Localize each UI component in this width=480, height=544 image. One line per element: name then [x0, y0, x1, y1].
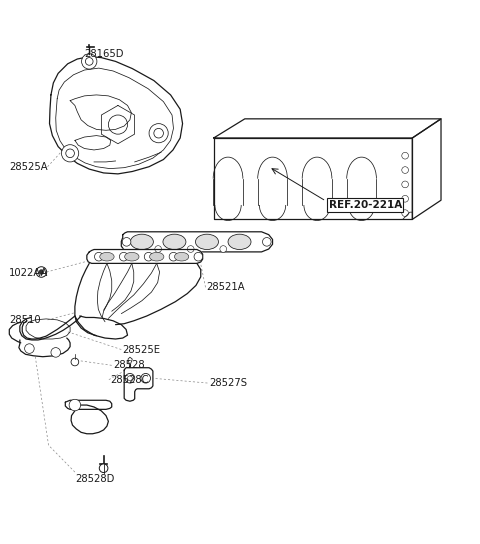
- Circle shape: [194, 252, 203, 261]
- Circle shape: [120, 252, 128, 261]
- Text: 28521A: 28521A: [206, 282, 245, 292]
- Polygon shape: [87, 250, 203, 263]
- Circle shape: [125, 374, 135, 383]
- Circle shape: [149, 123, 168, 143]
- Circle shape: [39, 270, 44, 274]
- Polygon shape: [75, 316, 128, 339]
- Circle shape: [141, 374, 151, 383]
- Circle shape: [220, 246, 227, 252]
- Text: 28510: 28510: [9, 315, 41, 325]
- Text: 28525E: 28525E: [123, 344, 161, 355]
- Circle shape: [24, 344, 34, 354]
- Text: 28528D: 28528D: [75, 474, 114, 484]
- Circle shape: [402, 181, 408, 188]
- Circle shape: [69, 399, 81, 411]
- Circle shape: [155, 246, 161, 252]
- Ellipse shape: [195, 234, 218, 250]
- Polygon shape: [121, 232, 273, 252]
- Polygon shape: [214, 138, 412, 219]
- Ellipse shape: [125, 252, 139, 261]
- Ellipse shape: [150, 252, 164, 261]
- Ellipse shape: [131, 234, 154, 250]
- Polygon shape: [101, 106, 134, 144]
- Circle shape: [169, 252, 178, 261]
- Circle shape: [82, 54, 97, 69]
- Circle shape: [402, 210, 408, 217]
- Polygon shape: [124, 368, 153, 401]
- Text: 28528C: 28528C: [110, 375, 148, 385]
- Polygon shape: [214, 119, 441, 138]
- Text: 28165D: 28165D: [84, 49, 124, 59]
- Circle shape: [187, 246, 194, 252]
- Circle shape: [71, 358, 79, 366]
- Text: 28528: 28528: [113, 360, 145, 370]
- Ellipse shape: [100, 252, 114, 261]
- Polygon shape: [71, 405, 108, 434]
- Ellipse shape: [174, 252, 189, 261]
- Polygon shape: [412, 119, 441, 219]
- Circle shape: [263, 238, 271, 246]
- Circle shape: [144, 252, 153, 261]
- Circle shape: [402, 152, 408, 159]
- Circle shape: [51, 348, 60, 357]
- Circle shape: [36, 267, 47, 277]
- Circle shape: [61, 145, 79, 162]
- Text: REF.20-221A: REF.20-221A: [328, 200, 402, 210]
- Ellipse shape: [228, 234, 251, 250]
- Polygon shape: [19, 338, 70, 357]
- Text: 28527S: 28527S: [209, 378, 247, 388]
- Circle shape: [402, 166, 408, 174]
- Ellipse shape: [163, 234, 186, 250]
- Text: 1022AA: 1022AA: [9, 268, 48, 278]
- Circle shape: [402, 195, 408, 202]
- Text: 28525A: 28525A: [9, 162, 48, 172]
- Polygon shape: [49, 57, 182, 174]
- Circle shape: [122, 238, 131, 246]
- Polygon shape: [65, 400, 112, 410]
- Circle shape: [95, 252, 103, 261]
- Circle shape: [99, 464, 108, 473]
